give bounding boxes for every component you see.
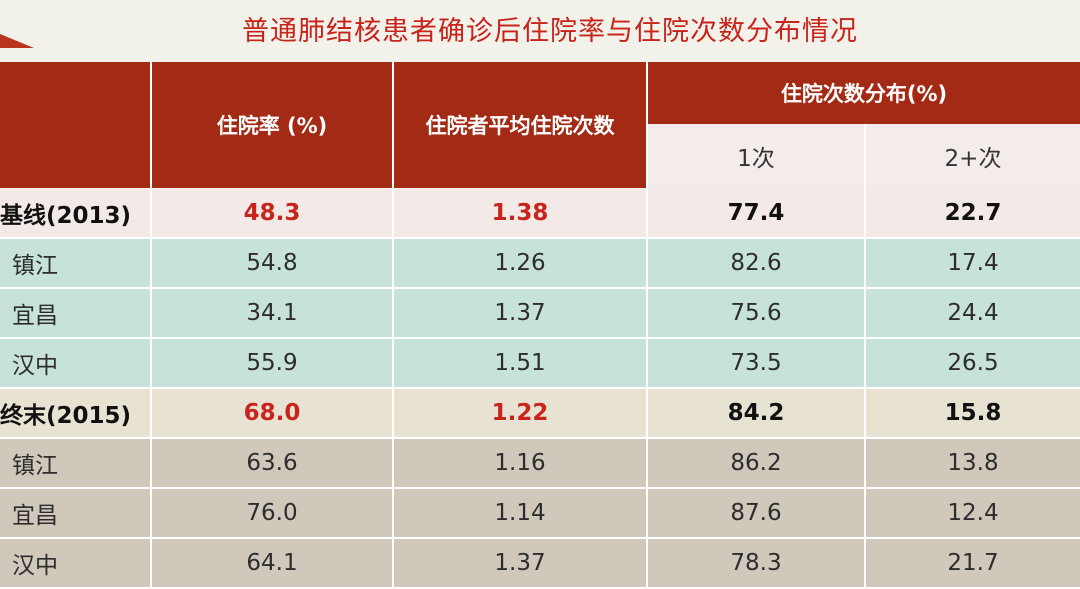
hosp-rate-cell: 63.6 bbox=[152, 439, 394, 489]
once-cell: 82.6 bbox=[648, 239, 866, 289]
row-label: 镇江 bbox=[0, 239, 152, 289]
hosp-rate-cell: 48.3 bbox=[152, 189, 394, 239]
avg-times-cell: 1.22 bbox=[394, 389, 648, 439]
once-cell: 77.4 bbox=[648, 189, 866, 239]
row-label: 宜昌 bbox=[0, 289, 152, 339]
avg-times-cell: 1.16 bbox=[394, 439, 648, 489]
once-cell: 75.6 bbox=[648, 289, 866, 339]
avg-times-cell: 1.51 bbox=[394, 339, 648, 389]
row-label: 宜昌 bbox=[0, 489, 152, 539]
avg-times-cell: 1.26 bbox=[394, 239, 648, 289]
twice-plus-cell: 24.4 bbox=[866, 289, 1080, 339]
avg-times-cell: 1.37 bbox=[394, 289, 648, 339]
row-label: 终末(2015) bbox=[0, 389, 152, 439]
row-label: 汉中 bbox=[0, 339, 152, 389]
twice-plus-cell: 12.4 bbox=[866, 489, 1080, 539]
once-cell: 78.3 bbox=[648, 539, 866, 589]
header-hosp-rate: 住院率 (%) bbox=[152, 62, 394, 188]
header-twice-plus: 2+次 bbox=[866, 124, 1080, 188]
once-cell: 87.6 bbox=[648, 489, 866, 539]
corner-accent bbox=[0, 34, 34, 48]
row-label: 汉中 bbox=[0, 539, 152, 589]
row-label: 镇江 bbox=[0, 439, 152, 489]
twice-plus-cell: 21.7 bbox=[866, 539, 1080, 589]
hosp-rate-cell: 76.0 bbox=[152, 489, 394, 539]
header-avg-times: 住院者平均住院次数 bbox=[394, 62, 648, 188]
once-cell: 73.5 bbox=[648, 339, 866, 389]
once-cell: 86.2 bbox=[648, 439, 866, 489]
hosp-rate-cell: 55.9 bbox=[152, 339, 394, 389]
twice-plus-cell: 17.4 bbox=[866, 239, 1080, 289]
header-label-column bbox=[0, 62, 152, 188]
row-label: 基线(2013) bbox=[0, 189, 152, 239]
hosp-rate-cell: 34.1 bbox=[152, 289, 394, 339]
twice-plus-cell: 13.8 bbox=[866, 439, 1080, 489]
avg-times-cell: 1.37 bbox=[394, 539, 648, 589]
hosp-rate-cell: 68.0 bbox=[152, 389, 394, 439]
header-distribution: 住院次数分布(%) bbox=[648, 62, 1080, 124]
twice-plus-cell: 15.8 bbox=[866, 389, 1080, 439]
hosp-rate-cell: 54.8 bbox=[152, 239, 394, 289]
twice-plus-cell: 22.7 bbox=[866, 189, 1080, 239]
once-cell: 84.2 bbox=[648, 389, 866, 439]
hosp-rate-cell: 64.1 bbox=[152, 539, 394, 589]
avg-times-cell: 1.14 bbox=[394, 489, 648, 539]
page-title: 普通肺结核患者确诊后住院率与住院次数分布情况 bbox=[242, 16, 858, 47]
twice-plus-cell: 26.5 bbox=[866, 339, 1080, 389]
avg-times-cell: 1.38 bbox=[394, 189, 648, 239]
header-once: 1次 bbox=[648, 124, 866, 188]
